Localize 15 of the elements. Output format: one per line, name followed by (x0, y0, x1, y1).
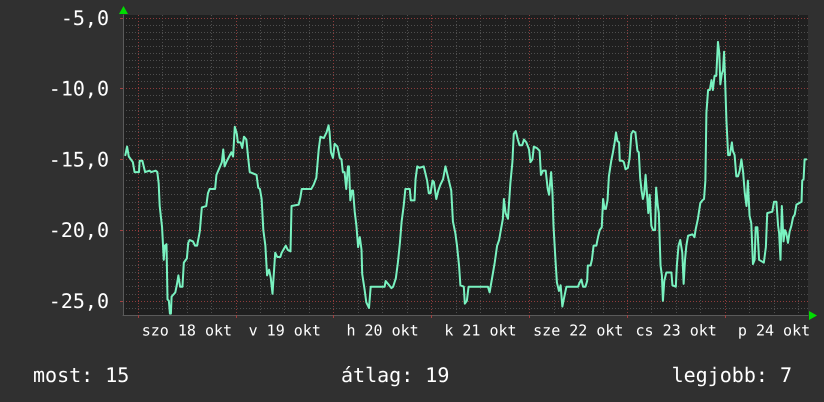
y-tick-label: -5,0 (60, 6, 109, 30)
y-tick-label: -25,0 (48, 288, 109, 313)
x-tick-label: p 24 okt (738, 322, 810, 340)
y-tick-label: -20,0 (48, 218, 109, 242)
x-tick-label: sze 22 okt (533, 322, 624, 340)
text: legjobb: 7 (672, 363, 792, 387)
y-tick-label: -15,0 (48, 147, 109, 172)
x-tick-label: h 20 okt (346, 322, 419, 340)
x-tick-label: v 19 okt (248, 322, 321, 340)
y-tick-label: -10,0 (48, 76, 109, 101)
text: átlag: 19 (341, 363, 450, 387)
x-tick-label: szo 18 okt (142, 322, 232, 340)
x-tick-label: k 21 okt (444, 322, 517, 340)
text: most: 15 (33, 363, 130, 387)
x-tick-label: cs 23 okt (636, 322, 717, 340)
